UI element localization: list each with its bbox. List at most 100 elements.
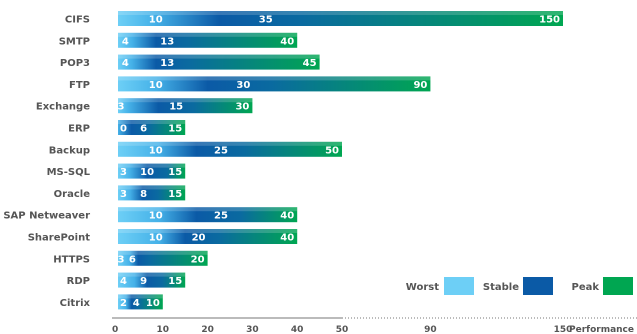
x-tick-label: 40 bbox=[291, 325, 304, 334]
category-label-oracle: Oracle bbox=[54, 189, 91, 200]
value-label-peak-sap-netweaver: 40 bbox=[280, 211, 294, 222]
bar-sharepoint bbox=[118, 229, 298, 244]
bar-citrix bbox=[118, 294, 163, 310]
value-label-stable-erp: 6 bbox=[140, 124, 147, 135]
bar-highlight-rdp bbox=[118, 272, 186, 277]
bar-highlight-pop3 bbox=[118, 54, 320, 59]
value-label-stable-sharepoint: 20 bbox=[192, 233, 206, 244]
value-label-peak-exchange: 30 bbox=[235, 102, 249, 113]
value-label-peak-sharepoint: 40 bbox=[280, 233, 294, 244]
value-label-worst-smtp: 4 bbox=[122, 36, 129, 47]
value-label-peak-citrix: 10 bbox=[146, 298, 160, 309]
bar-exchange bbox=[118, 98, 253, 114]
category-label-smtp: SMTP bbox=[59, 36, 90, 47]
bar-highlight-sharepoint bbox=[118, 229, 298, 233]
bar-highlight-ftp bbox=[118, 76, 431, 81]
value-label-worst-https: 3 bbox=[117, 254, 124, 265]
bar-sap-netweaver bbox=[118, 207, 298, 223]
bar-smtp bbox=[118, 32, 298, 48]
value-label-worst-pop3: 4 bbox=[122, 58, 129, 69]
value-label-stable-backup: 25 bbox=[214, 145, 228, 156]
category-label-pop3: POP3 bbox=[60, 58, 90, 69]
value-label-stable-oracle: 8 bbox=[140, 189, 147, 200]
value-label-peak-https: 20 bbox=[191, 254, 205, 265]
x-axis-title: Performance bbox=[569, 325, 634, 334]
bar-highlight-citrix bbox=[118, 294, 163, 299]
value-label-peak-erp: 15 bbox=[168, 124, 182, 135]
legend-label-peak: Peak bbox=[571, 282, 599, 293]
bars: 10 35 150 4 13 40 4 13 45 10 30 90 3 15 30 0 6 15 10 25 50 3 1… bbox=[117, 11, 563, 310]
value-label-worst-exchange: 3 bbox=[117, 102, 124, 113]
value-label-worst-sap-netweaver: 10 bbox=[149, 211, 163, 222]
value-label-stable-smtp: 13 bbox=[160, 36, 174, 47]
value-label-peak-oracle: 15 bbox=[168, 189, 182, 200]
category-label-ftp: FTP bbox=[69, 80, 90, 91]
x-tick-label: 0 bbox=[112, 325, 118, 334]
x-tick-label: 50 bbox=[336, 325, 349, 334]
bar-highlight-ms-sql bbox=[118, 163, 186, 168]
value-label-worst-erp: 0 bbox=[120, 124, 127, 135]
bar-highlight-https bbox=[118, 250, 208, 255]
category-label-exchange: Exchange bbox=[36, 102, 90, 113]
bar-highlight-backup bbox=[118, 141, 342, 146]
x-tick-label: 150 bbox=[554, 325, 573, 334]
bar-backup bbox=[118, 141, 342, 157]
x-tick-label: 30 bbox=[246, 325, 259, 334]
value-label-worst-citrix: 2 bbox=[120, 298, 127, 309]
bar-highlight-oracle bbox=[118, 185, 186, 190]
bar-highlight-exchange bbox=[118, 98, 253, 103]
value-label-worst-backup: 10 bbox=[149, 145, 163, 156]
category-label-https: HTTPS bbox=[53, 254, 90, 265]
value-label-stable-citrix: 4 bbox=[133, 298, 140, 309]
value-label-stable-sap-netweaver: 25 bbox=[214, 211, 228, 222]
value-label-worst-ms-sql: 3 bbox=[120, 167, 127, 178]
legend-swatch-peak bbox=[603, 277, 633, 295]
category-label-rdp: RDP bbox=[67, 276, 90, 287]
category-label-cifs: CIFS bbox=[65, 15, 90, 26]
bar-highlight-smtp bbox=[118, 32, 298, 37]
bar-cifs bbox=[118, 11, 563, 26]
bar-oracle bbox=[118, 185, 186, 201]
value-label-peak-backup: 50 bbox=[325, 145, 339, 156]
value-label-peak-ms-sql: 15 bbox=[168, 167, 182, 178]
value-label-peak-pop3: 45 bbox=[303, 58, 317, 69]
value-label-stable-https: 6 bbox=[129, 254, 136, 265]
bar-highlight-erp bbox=[118, 120, 186, 124]
category-label-sap-netweaver: SAP Netweaver bbox=[3, 211, 90, 222]
value-label-peak-smtp: 40 bbox=[280, 36, 294, 47]
x-tick-label: 10 bbox=[157, 325, 170, 334]
category-label-citrix: Citrix bbox=[60, 298, 91, 309]
category-label-backup: Backup bbox=[49, 145, 90, 156]
category-label-erp: ERP bbox=[68, 124, 90, 135]
value-label-worst-sharepoint: 10 bbox=[149, 233, 163, 244]
x-tick-label: 20 bbox=[201, 325, 214, 334]
value-label-stable-ftp: 30 bbox=[236, 80, 250, 91]
value-label-worst-oracle: 3 bbox=[120, 189, 127, 200]
value-label-worst-cifs: 10 bbox=[149, 15, 163, 26]
bar-ms-sql bbox=[118, 163, 186, 179]
x-tick-label: 90 bbox=[424, 325, 437, 334]
legend-swatch-worst bbox=[444, 277, 474, 295]
value-label-stable-cifs: 35 bbox=[259, 15, 273, 26]
legend-label-stable: Stable bbox=[483, 282, 519, 293]
value-label-peak-rdp: 15 bbox=[168, 276, 182, 287]
bar-highlight-sap-netweaver bbox=[118, 207, 298, 212]
category-labels: CIFS SMTP POP3 FTP Exchange ERP Backup MS-SQL Or… bbox=[3, 15, 90, 309]
legend: Worst Stable Peak bbox=[406, 277, 633, 295]
value-label-stable-exchange: 15 bbox=[169, 102, 183, 113]
legend-swatch-stable bbox=[523, 277, 553, 295]
legend-label-worst: Worst bbox=[406, 282, 439, 293]
bar-rdp bbox=[118, 272, 186, 288]
value-label-stable-ms-sql: 10 bbox=[140, 167, 154, 178]
category-label-sharepoint: SharePoint bbox=[28, 233, 91, 244]
bar-ftp bbox=[118, 76, 431, 92]
value-label-stable-rdp: 9 bbox=[140, 276, 147, 287]
bar-pop3 bbox=[118, 54, 320, 70]
value-label-peak-cifs: 150 bbox=[539, 15, 560, 26]
bar-https bbox=[118, 250, 208, 266]
bar-erp bbox=[118, 120, 186, 135]
value-label-worst-rdp: 4 bbox=[120, 276, 127, 287]
value-label-worst-ftp: 10 bbox=[149, 80, 163, 91]
